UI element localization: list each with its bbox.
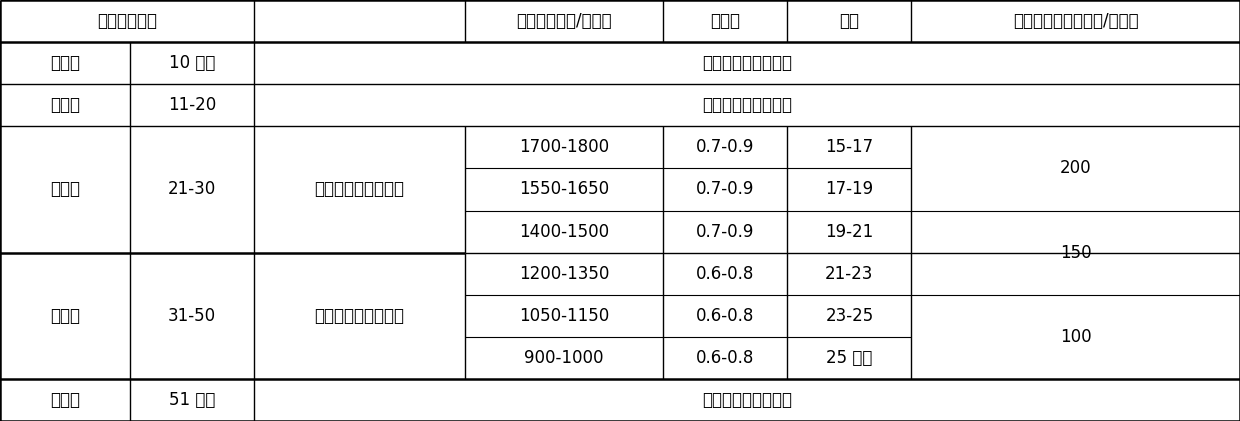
- Text: 不宜进行目标树经营: 不宜进行目标树经营: [702, 96, 792, 114]
- Text: 25 以上: 25 以上: [826, 349, 873, 367]
- Text: 11-20: 11-20: [169, 96, 216, 114]
- Text: 31-50: 31-50: [169, 307, 216, 325]
- Text: 1200-1350: 1200-1350: [520, 265, 609, 282]
- Text: 0.6-0.8: 0.6-0.8: [696, 307, 755, 325]
- Text: 15-17: 15-17: [826, 139, 873, 156]
- Text: 1050-1150: 1050-1150: [520, 307, 609, 325]
- Text: 目标树标记株数（株/公顷）: 目标树标记株数（株/公顷）: [1013, 12, 1138, 30]
- Text: 0.6-0.8: 0.6-0.8: [696, 265, 755, 282]
- Text: 0.7-0.9: 0.7-0.9: [696, 139, 755, 156]
- Text: 17-19: 17-19: [826, 181, 873, 198]
- Text: 建议进行目标树经营: 建议进行目标树经营: [315, 307, 404, 325]
- Text: 1550-1650: 1550-1650: [520, 181, 609, 198]
- Text: 不宜进行目标树经营: 不宜进行目标树经营: [702, 391, 792, 409]
- Text: 21-30: 21-30: [169, 181, 216, 198]
- Text: 51 以上: 51 以上: [169, 391, 216, 409]
- Text: 近熟林: 近熟林: [50, 181, 81, 198]
- Text: 林分发育阶段: 林分发育阶段: [97, 12, 157, 30]
- Text: 100: 100: [1060, 328, 1091, 346]
- Text: 过熟林: 过熟林: [50, 391, 81, 409]
- Text: 900-1000: 900-1000: [525, 349, 604, 367]
- Text: 幼龄林: 幼龄林: [50, 54, 81, 72]
- Text: 不宜进行目标树经营: 不宜进行目标树经营: [702, 54, 792, 72]
- Text: 200: 200: [1060, 160, 1091, 177]
- Text: 林分密度（株/公顷）: 林分密度（株/公顷）: [516, 12, 613, 30]
- Text: 1400-1500: 1400-1500: [520, 223, 609, 240]
- Text: 1700-1800: 1700-1800: [520, 139, 609, 156]
- Text: 10 以下: 10 以下: [169, 54, 216, 72]
- Text: 21-23: 21-23: [825, 265, 874, 282]
- Text: 郁闭度: 郁闭度: [711, 12, 740, 30]
- Text: 中龄林: 中龄林: [50, 96, 81, 114]
- Text: 0.7-0.9: 0.7-0.9: [696, 181, 755, 198]
- Text: 0.7-0.9: 0.7-0.9: [696, 223, 755, 240]
- Text: 胸径: 胸径: [839, 12, 859, 30]
- Text: 成熟林: 成熟林: [50, 307, 81, 325]
- Text: 19-21: 19-21: [826, 223, 873, 240]
- Text: 23-25: 23-25: [826, 307, 873, 325]
- Text: 建议进行目标树经营: 建议进行目标树经营: [315, 181, 404, 198]
- Text: 150: 150: [1060, 244, 1091, 261]
- Text: 0.6-0.8: 0.6-0.8: [696, 349, 755, 367]
